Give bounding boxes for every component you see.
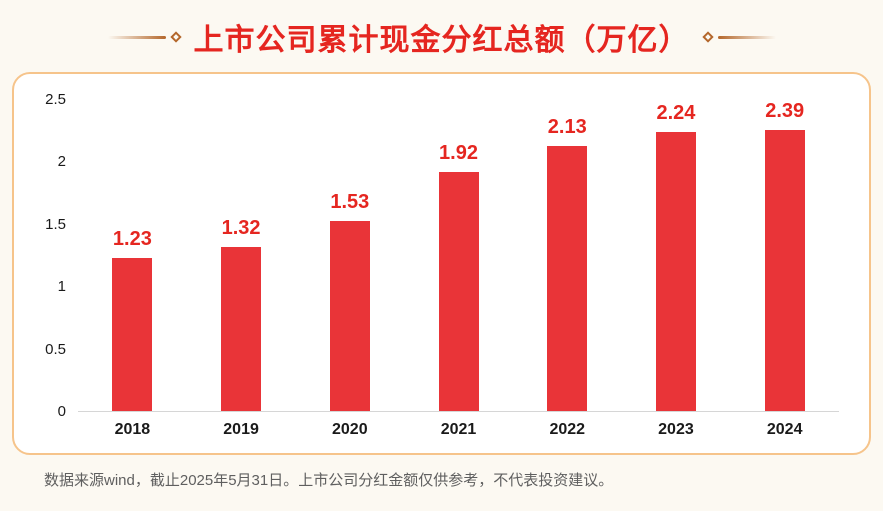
x-axis: 2018 2019 2020 2021 2022 2023 2024 xyxy=(78,412,839,439)
header: 上市公司累计现金分红总额（万亿） xyxy=(0,0,883,58)
decoration-diamond-icon xyxy=(701,31,714,43)
bar-column: 1.92 xyxy=(404,100,513,411)
x-tick-label: 2019 xyxy=(223,421,259,438)
bar[interactable] xyxy=(329,220,370,411)
y-tick-label: 0 xyxy=(57,403,66,420)
bar[interactable] xyxy=(221,246,262,411)
bar-column: 2.24 xyxy=(622,100,731,411)
x-tick-label: 2018 xyxy=(114,421,151,438)
bar[interactable] xyxy=(547,146,588,411)
bar-chart: 0 0.5 1 1.5 2 2.5 1.23 1.32 1.53 1.92 2.13 2.24 2.3… xyxy=(32,91,839,420)
bar[interactable] xyxy=(655,132,696,411)
bar-value-label: 1.92 xyxy=(439,142,478,165)
bar[interactable] xyxy=(764,130,805,411)
x-tick-label: 2024 xyxy=(766,421,803,438)
bar-value-label: 2.13 xyxy=(547,116,587,139)
decoration-line-icon xyxy=(107,35,166,39)
bar[interactable] xyxy=(438,172,479,411)
decoration-diamond-icon xyxy=(169,31,182,43)
bar-column: 1.32 xyxy=(187,100,296,411)
data-source-note: 数据来源wind，截止2025年5月31日。上市公司分红金额仅供参考，不代表投资… xyxy=(44,472,614,489)
y-axis: 0 0.5 1 1.5 2 2.5 xyxy=(32,91,78,420)
bar-column: 1.53 xyxy=(295,100,404,411)
bar-column: 2.13 xyxy=(513,100,622,411)
decoration-line-icon xyxy=(717,35,776,39)
bar-value-label: 2.24 xyxy=(656,102,696,125)
title-decoration-left xyxy=(107,31,182,43)
x-tick-label: 2022 xyxy=(549,421,586,438)
x-tick-label: 2021 xyxy=(440,421,477,438)
y-tick-label: 2 xyxy=(57,153,66,171)
bar-value-label: 2.39 xyxy=(765,100,805,122)
bar[interactable] xyxy=(112,258,153,411)
y-tick-label: 2.5 xyxy=(45,91,66,108)
y-tick-label: 1.5 xyxy=(45,215,66,233)
bar-value-label: 1.53 xyxy=(330,190,370,213)
plot-area: 1.23 1.32 1.53 1.92 2.13 2.24 2.39 xyxy=(78,100,839,412)
x-tick-label: 2020 xyxy=(332,421,368,438)
chart-card: 0 0.5 1 1.5 2 2.5 1.23 1.32 1.53 1.92 2.13 2.24 2.3… xyxy=(12,72,871,455)
bar-value-label: 1.32 xyxy=(221,216,261,239)
page-title: 上市公司累计现金分红总额（万亿） xyxy=(193,24,690,57)
title-decoration-right xyxy=(701,31,776,43)
x-tick-label: 2023 xyxy=(658,421,694,438)
y-tick-label: 1 xyxy=(57,278,66,296)
y-tick-label: 0.5 xyxy=(45,340,66,358)
bar-column: 2.39 xyxy=(730,100,839,411)
bar-value-label: 1.23 xyxy=(112,228,152,250)
bar-column: 1.23 xyxy=(78,100,187,411)
